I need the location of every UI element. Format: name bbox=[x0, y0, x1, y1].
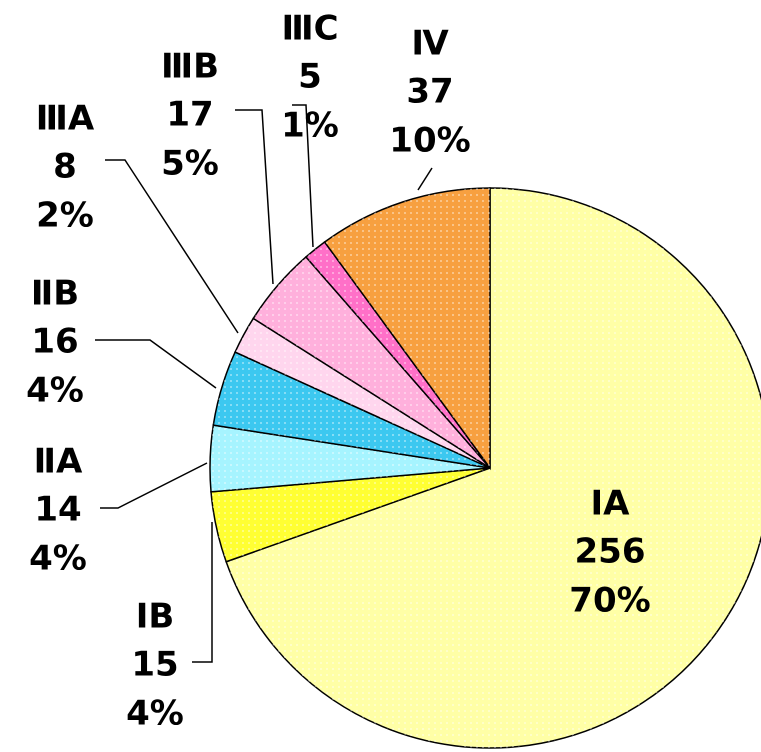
slice-percent-label: 2% bbox=[36, 196, 94, 236]
slice-value-label: 256 bbox=[575, 532, 646, 572]
slice-value-label: 5 bbox=[298, 57, 322, 97]
slice-texture bbox=[226, 188, 761, 748]
slice-category-label: ⅡA bbox=[34, 442, 83, 482]
slice-value-label: 37 bbox=[406, 72, 453, 112]
slice-category-label: ⅡB bbox=[31, 274, 79, 314]
slice-value-label: 14 bbox=[34, 490, 81, 530]
slice-percent-label: 1% bbox=[281, 106, 339, 146]
slice-category-label: ⅢB bbox=[161, 47, 219, 87]
slice-percent-label: 70% bbox=[569, 581, 650, 621]
leader-line bbox=[192, 522, 213, 663]
slice-percent-label: 4% bbox=[29, 539, 87, 579]
slice-texture bbox=[305, 242, 490, 468]
slice-value-label: 8 bbox=[53, 147, 77, 187]
slice-category-label: Ⅳ bbox=[411, 24, 449, 64]
slice-value-label: 15 bbox=[131, 645, 178, 685]
leader-line bbox=[100, 462, 208, 509]
slice-category-label: ⅠB bbox=[136, 597, 175, 637]
slice-texture bbox=[210, 425, 490, 492]
slice-texture bbox=[324, 188, 490, 468]
slice-texture bbox=[213, 352, 490, 468]
leader-line bbox=[235, 109, 274, 285]
leader-line bbox=[292, 104, 314, 248]
slice-value-label: 16 bbox=[31, 322, 78, 362]
leader-line bbox=[95, 339, 217, 389]
slice-category-label: ⅢA bbox=[36, 99, 95, 139]
slice-texture bbox=[253, 256, 490, 468]
slice-value-label: 17 bbox=[166, 95, 213, 135]
leader-line bbox=[105, 159, 239, 334]
slice-texture bbox=[235, 318, 490, 468]
slice-percent-label: 4% bbox=[126, 694, 184, 734]
slice-percent-label: 4% bbox=[26, 371, 84, 411]
leader-line bbox=[417, 167, 433, 191]
slice-percent-label: 10% bbox=[389, 121, 470, 161]
slice-category-label: ⅠA bbox=[591, 484, 631, 524]
slice-texture bbox=[211, 468, 490, 562]
slice-percent-label: 5% bbox=[161, 144, 219, 184]
slice-category-label: ⅢC bbox=[281, 9, 338, 49]
